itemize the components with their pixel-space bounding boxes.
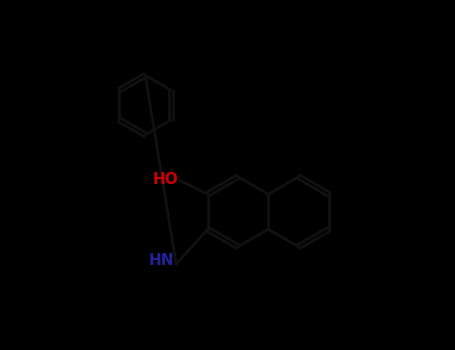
Text: HO: HO [152,172,178,187]
Text: HN: HN [149,253,174,268]
